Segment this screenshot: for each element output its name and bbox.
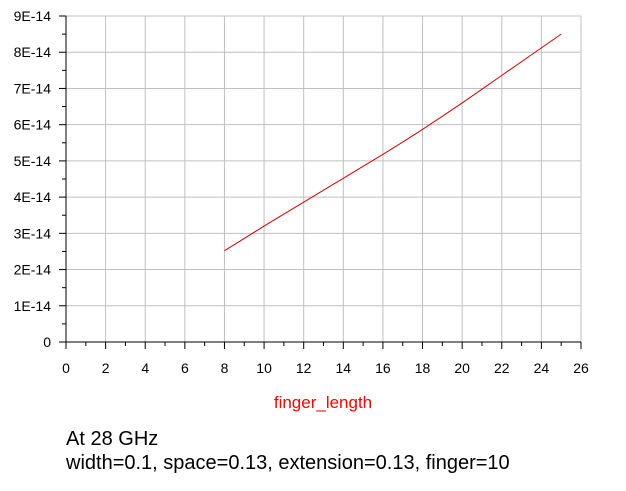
caption-parameters: width=0.1, space=0.13, extension=0.13, f… bbox=[66, 452, 510, 474]
y-tick-label: 1E-14 bbox=[14, 298, 52, 314]
x-tick-label: 2 bbox=[102, 360, 110, 376]
y-tick-label: 5E-14 bbox=[14, 153, 52, 169]
y-tick-label: 8E-14 bbox=[14, 44, 52, 60]
x-tick-label: 22 bbox=[494, 360, 510, 376]
caption-frequency: At 28 GHz bbox=[66, 428, 159, 450]
x-tick-label: 6 bbox=[181, 360, 189, 376]
axes bbox=[59, 15, 582, 349]
y-tick-label: 7E-14 bbox=[14, 80, 52, 96]
y-tick-label: 6E-14 bbox=[14, 117, 52, 133]
x-tick-label: 26 bbox=[573, 360, 589, 376]
grid-lines bbox=[66, 15, 582, 342]
x-tick-label: 10 bbox=[256, 360, 272, 376]
y-tick-label: 0 bbox=[43, 334, 51, 350]
x-tick-label: 8 bbox=[221, 360, 229, 376]
x-tick-label: 16 bbox=[375, 360, 391, 376]
y-tick-label: 2E-14 bbox=[14, 262, 52, 278]
y-tick-label: 9E-14 bbox=[14, 8, 52, 24]
line-chart: 0 2 4 6 8 10 12 14 16 18 20 22 24 2601E-142E-143E-144… bbox=[14, 8, 589, 412]
x-tick-label: 0 bbox=[62, 360, 70, 376]
x-tick-label: 12 bbox=[296, 360, 312, 376]
x-tick-label: 24 bbox=[534, 360, 550, 376]
series-line bbox=[224, 33, 562, 252]
x-tick-label: 14 bbox=[336, 360, 352, 376]
x-tick-label: 20 bbox=[454, 360, 470, 376]
x-tick-label: 4 bbox=[141, 360, 149, 376]
tick-labels: 0 2 4 6 8 10 12 14 16 18 20 22 24 2601E-142E-143E-144… bbox=[14, 8, 589, 376]
series-layer bbox=[224, 33, 562, 252]
y-tick-label: 3E-14 bbox=[14, 225, 52, 241]
x-axis-label: finger_length bbox=[274, 393, 372, 412]
x-tick-label: 18 bbox=[415, 360, 431, 376]
y-tick-label: 4E-14 bbox=[14, 189, 52, 205]
